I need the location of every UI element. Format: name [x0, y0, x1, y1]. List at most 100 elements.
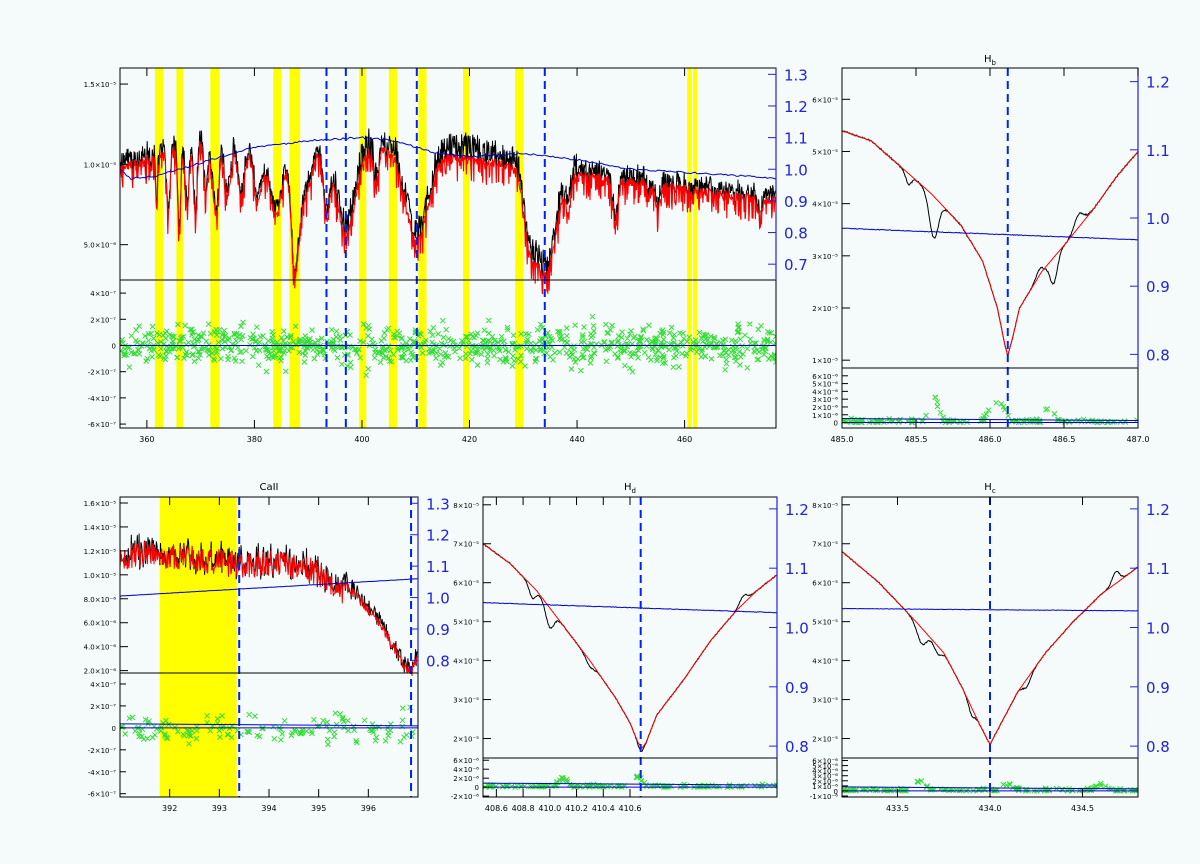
y-tick-label: 2×10⁻⁵ [453, 736, 479, 744]
y2-tick-label: 0.8 [784, 225, 808, 243]
res-tick-label: 6×10⁻⁶ [812, 373, 838, 381]
res-tick-label: -6×10⁻⁷ [88, 791, 116, 799]
y2-tick-label: 1.1 [426, 558, 450, 576]
panel-title: Hb [984, 54, 997, 67]
y2-tick-label: 1.3 [426, 495, 450, 513]
y2-tick-label: 1.0 [1146, 210, 1170, 228]
observed-spectrum [842, 129, 1138, 357]
res-tick-label: 1×10⁻⁶ [812, 412, 838, 420]
panel-title: CaII [259, 482, 278, 493]
x-tick-label: 486.0 [979, 435, 1002, 444]
y-tick-label: 5×10⁻⁵ [453, 619, 479, 627]
res-tick-label: 4×10⁻⁶ [812, 768, 838, 776]
y2-tick-label: 1.0 [784, 161, 808, 179]
res-tick-label: -6×10⁻⁷ [88, 421, 116, 429]
residual-continuum-line [483, 782, 777, 786]
y2-tick-label: 0.8 [1146, 346, 1170, 364]
res-tick-label: 0 [834, 788, 838, 796]
residual-continuum-line [120, 723, 418, 727]
mask-band [687, 68, 692, 428]
x-tick-label: 410.0 [538, 804, 561, 813]
y-tick-label: 6×10⁻⁵ [812, 96, 838, 104]
y2-tick-label: 1.1 [1146, 142, 1170, 160]
res-tick-label: 6×10⁻⁶ [453, 757, 479, 765]
continuum-curve [120, 136, 776, 180]
y-tick-label: 7×10⁻⁵ [812, 541, 838, 549]
x-tick-label: 408.6 [485, 804, 508, 813]
res-tick-label: 0 [475, 784, 479, 792]
res-tick-label: -4×10⁻⁷ [88, 769, 116, 777]
x-tick-label: 487.0 [1127, 435, 1150, 444]
res-tick-label: -2×10⁻⁶ [451, 793, 479, 801]
y2-tick-label: 1.2 [785, 501, 809, 519]
res-tick-label: 4×10⁻⁶ [812, 388, 838, 396]
y2-tick-label: 0.8 [785, 738, 809, 756]
x-tick-label: 433.5 [886, 804, 909, 813]
x-tick-label: 380 [247, 435, 262, 444]
res-tick-label: 4×10⁻⁶ [453, 766, 479, 774]
panel-full: 360 380 400 420 440 460 5.0×10⁻⁶ 1.0×10⁻⁵ 1.5×10… [84, 66, 808, 444]
res-tick-label: 0 [112, 725, 116, 733]
x-tick-label: 460 [677, 435, 692, 444]
y2-tick-label: 1.0 [1146, 620, 1170, 638]
continuum-curve [483, 601, 777, 614]
mask-band [289, 68, 301, 428]
y2-tick-label: 1.2 [1146, 74, 1170, 92]
y-tick-label: 8×10⁻⁵ [812, 502, 838, 510]
continuum-curve [842, 227, 1138, 241]
y2-tick-label: 0.9 [785, 679, 809, 697]
y2-tick-label: 0.7 [784, 256, 808, 274]
x-tick-label: 393 [212, 804, 227, 813]
y2-tick-label: 0.9 [1146, 278, 1170, 296]
y2-tick-label: 1.2 [1146, 501, 1170, 519]
y-tick-label: 3×10⁻⁵ [453, 697, 479, 705]
y-tick-label: 1×10⁻⁵ [812, 357, 838, 365]
plot-area-hb [842, 68, 1138, 428]
continuum-curve [842, 607, 1138, 612]
y2-tick-label: 0.9 [784, 193, 808, 211]
residual-continuum-line [842, 418, 1138, 422]
y2-tick-label: 1.1 [1146, 560, 1170, 578]
y-tick-label: 2×10⁻⁵ [812, 305, 838, 313]
y2-tick-label: 1.0 [426, 590, 450, 608]
x-tick-label: 396 [361, 804, 376, 813]
mask-band [176, 68, 183, 428]
y-tick-label: 8.0×10⁻⁶ [84, 596, 117, 604]
spectrum-frame [482, 496, 778, 759]
panel-hg: 433.5 434.0 434.5 2×10⁻⁵ 3×10⁻⁵ 4×10⁻⁵ 5×10⁻⁵ 6… [810, 482, 1170, 813]
mask-band [154, 68, 164, 428]
plot-area-full [120, 68, 776, 428]
y-tick-label: 4×10⁻⁵ [453, 658, 479, 666]
res-tick-label: 5×10⁻⁶ [812, 763, 838, 771]
y-tick-label: 4×10⁻⁵ [812, 658, 838, 666]
x-tick-label: 392 [162, 804, 177, 813]
res-tick-label: 4×10⁻⁷ [90, 290, 116, 298]
mask-band [210, 68, 220, 428]
plot-area-caii [120, 497, 418, 797]
y-tick-label: 3×10⁻⁵ [812, 253, 838, 261]
y2-tick-label: 0.8 [1146, 738, 1170, 756]
x-tick-label: 395 [311, 804, 326, 813]
mask-band [515, 68, 524, 428]
res-tick-label: 4×10⁻⁷ [90, 681, 116, 689]
panel-hb: 485.0 485.5 486.0 486.5 487.0 1×10⁻⁵ 2×10⁻⁵ 3×1… [812, 54, 1170, 444]
res-tick-label: -2×10⁻⁷ [88, 747, 116, 755]
y-tick-label: 7×10⁻⁵ [453, 541, 479, 549]
y2-tick-label: 0.9 [1146, 679, 1170, 697]
x-tick-label: 485.5 [905, 435, 928, 444]
res-tick-label: -1×10⁻⁶ [810, 793, 838, 801]
y-tick-label: 6.0×10⁻⁶ [84, 620, 117, 628]
res-tick-label: 3×10⁻⁶ [812, 773, 838, 781]
x-tick-label: 400 [354, 435, 369, 444]
model-spectrum [120, 540, 418, 676]
y2-tick-label: 0.8 [426, 652, 450, 670]
x-tick-label: 410.2 [565, 804, 588, 813]
y-tick-label: 1.0×10⁻⁵ [84, 161, 117, 169]
res-tick-label: 2×10⁻⁶ [812, 778, 838, 786]
title-subscript: d [632, 487, 636, 495]
x-tick-label: 434.0 [979, 804, 1002, 813]
y-tick-label: 2×10⁻⁵ [812, 736, 838, 744]
y-tick-label: 4.0×10⁻⁶ [84, 644, 117, 652]
